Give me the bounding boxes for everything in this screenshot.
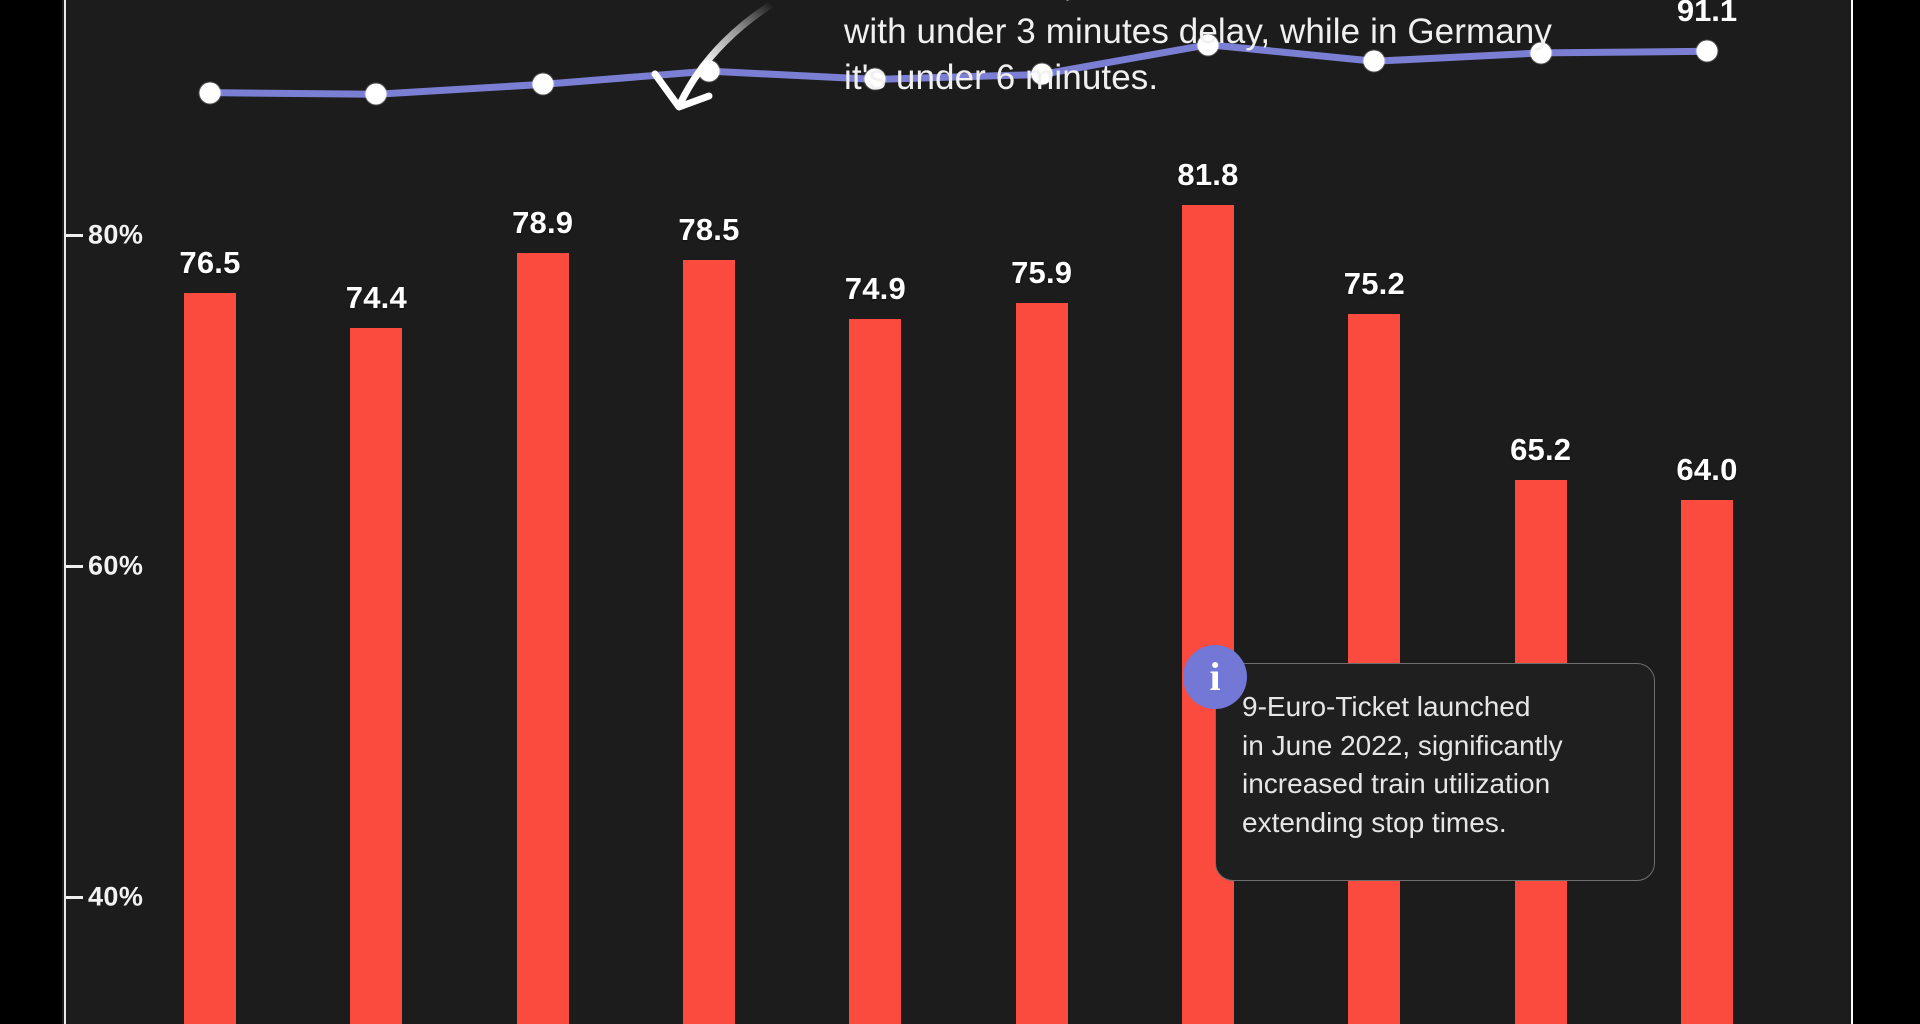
line-marker[interactable] <box>1530 42 1552 64</box>
info-icon[interactable]: i <box>1183 645 1247 709</box>
line-marker[interactable] <box>1031 63 1053 85</box>
y-tick-label: 80% <box>88 219 144 250</box>
bar[interactable] <box>1681 499 1733 1024</box>
bar-value-label: 81.8 <box>1177 157 1239 193</box>
chart-canvas: 80% 60% 40% 76.5 74.4 78.9 78.5 74.9 75.9 81.8 75… <box>62 0 1853 1024</box>
info-callout: 9-Euro-Ticket launched in June 2022, sig… <box>1215 663 1655 881</box>
line-end-value-label: 91.1 <box>1676 0 1738 29</box>
annotation-text: in Switzerland, a train is considered on… <box>844 0 1644 102</box>
callout-text: 9-Euro-Ticket launched in June 2022, sig… <box>1242 688 1628 843</box>
line-marker[interactable] <box>1363 50 1385 72</box>
y-axis-line <box>64 0 66 1024</box>
callout-line-2: in June 2022, significantly <box>1242 729 1563 761</box>
line-marker[interactable] <box>1696 40 1718 62</box>
y-tick-mark <box>66 564 83 568</box>
y-tick-label: 40% <box>88 881 144 912</box>
line-marker[interactable] <box>199 82 221 104</box>
bar-value-label: 76.5 <box>179 244 241 280</box>
bar[interactable] <box>1015 302 1068 1024</box>
callout-line-3: increased train utilization <box>1242 768 1551 800</box>
bar-value-label: 78.9 <box>512 205 574 241</box>
bar-value-label: 64.0 <box>1676 451 1738 487</box>
bar-value-label: 75.9 <box>1011 254 1073 290</box>
info-icon-glyph: i <box>1209 654 1221 699</box>
bar[interactable] <box>1182 205 1234 1024</box>
bar[interactable] <box>683 259 735 1024</box>
chart-right-border <box>1851 0 1853 1024</box>
bar[interactable] <box>849 319 902 1024</box>
callout-line-4: extending stop times. <box>1242 806 1507 838</box>
annotation-line-3: it's under 6 minutes. <box>844 58 1159 98</box>
y-tick-label: 60% <box>88 550 144 581</box>
bar[interactable] <box>184 292 236 1024</box>
bar-value-label: 74.9 <box>844 271 906 307</box>
line-marker[interactable] <box>864 68 886 90</box>
annotation-line-2: with under 3 minutes delay, while in Ger… <box>844 11 1552 51</box>
annotation-line-1: in Switzerland, a train is considered on… <box>844 0 1644 9</box>
curved-down-left-arrow-icon <box>651 0 776 111</box>
bar-value-label: 78.5 <box>678 211 740 247</box>
line-marker[interactable] <box>365 83 387 105</box>
bar[interactable] <box>350 327 403 1024</box>
bar-value-label: 74.4 <box>345 279 407 315</box>
bar[interactable] <box>516 253 569 1024</box>
y-tick-mark <box>66 233 83 237</box>
line-marker[interactable] <box>1197 34 1219 56</box>
y-tick-mark <box>66 895 83 899</box>
bar-value-label: 75.2 <box>1343 266 1405 302</box>
callout-line-1: 9-Euro-Ticket launched <box>1242 691 1531 722</box>
bar-value-label: 65.2 <box>1510 431 1572 467</box>
line-marker[interactable] <box>532 73 554 95</box>
